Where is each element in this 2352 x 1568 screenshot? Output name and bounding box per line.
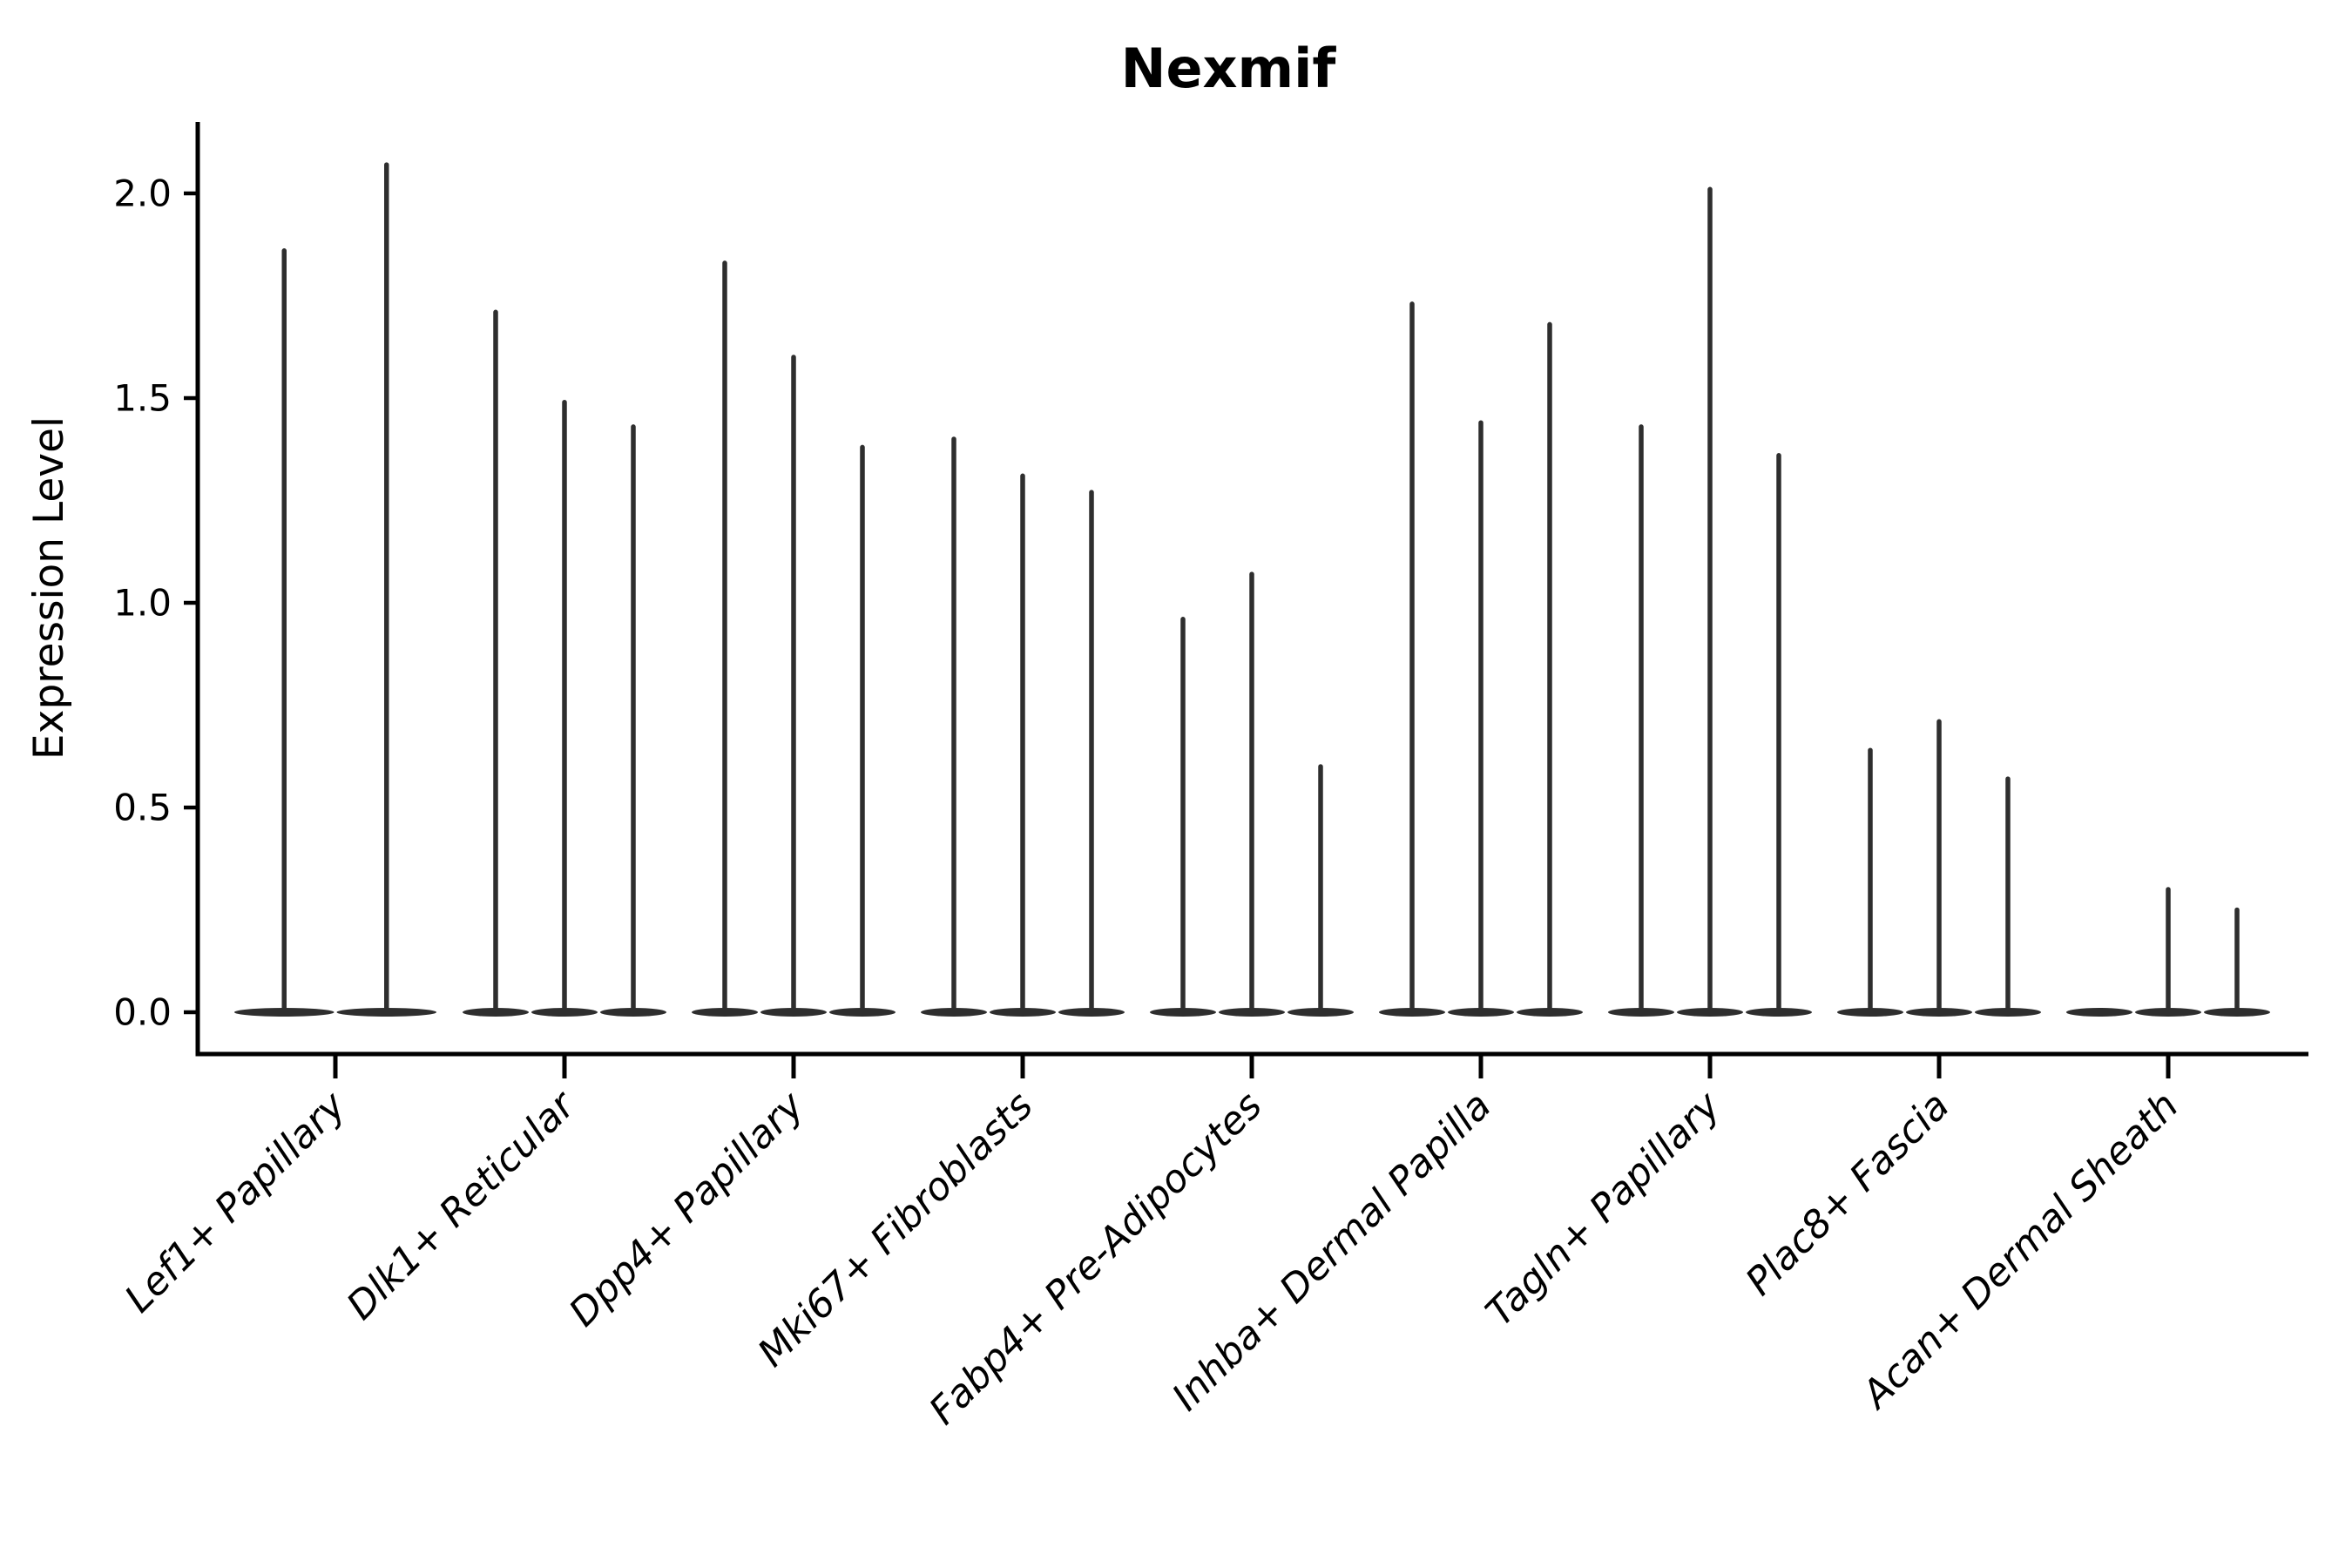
violin-base <box>2066 1008 2132 1017</box>
y-tick-label: 1.0 <box>113 582 172 625</box>
x-tick-label: Dpp4+ Papillary <box>561 1083 814 1335</box>
chart-title: Nexmif <box>1121 37 1337 100</box>
y-tick-label: 1.5 <box>113 377 172 420</box>
x-tick-label: Lef1+ Papillary <box>117 1083 355 1321</box>
y-axis-label: Expression Level <box>25 416 73 760</box>
y-tick-label: 0.0 <box>113 991 172 1034</box>
x-tick-label: Tagln+ Papillary <box>1477 1083 1729 1335</box>
x-tick-label: Dlk1+ Reticular <box>338 1082 585 1328</box>
x-tick-label: Plac8+ Fascia <box>1737 1084 1957 1304</box>
y-tick-label: 2.0 <box>113 172 172 215</box>
y-tick-label: 0.5 <box>113 787 172 829</box>
